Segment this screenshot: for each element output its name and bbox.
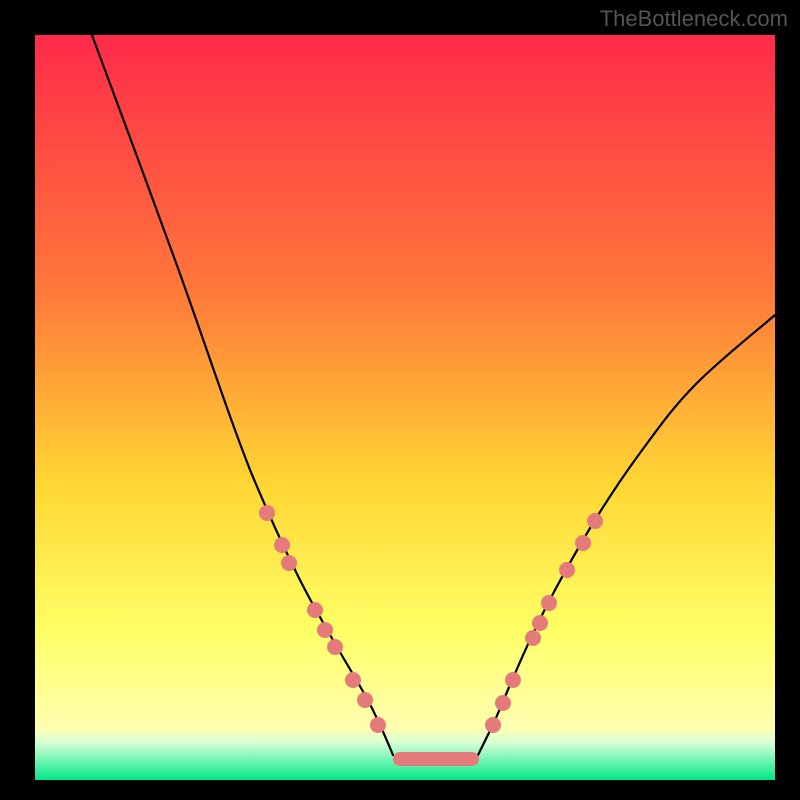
data-point: [307, 602, 323, 618]
data-point: [532, 615, 548, 631]
data-point: [281, 555, 297, 571]
data-point: [317, 622, 333, 638]
watermark-text: TheBottleneck.com: [600, 6, 788, 32]
data-point: [259, 505, 275, 521]
data-point: [485, 717, 501, 733]
valley-flat-segment: [393, 752, 479, 766]
curve-right: [478, 315, 775, 755]
data-point: [495, 695, 511, 711]
data-point: [370, 717, 386, 733]
data-point: [559, 562, 575, 578]
data-point: [525, 630, 541, 646]
data-point: [274, 537, 290, 553]
plot-gradient-background: [35, 35, 775, 780]
data-point: [327, 639, 343, 655]
data-point: [575, 535, 591, 551]
bottleneck-curve: [35, 35, 775, 780]
data-point: [587, 513, 603, 529]
data-point: [505, 672, 521, 688]
data-point: [345, 672, 361, 688]
curve-left: [92, 35, 393, 755]
data-point: [541, 595, 557, 611]
data-point: [357, 692, 373, 708]
